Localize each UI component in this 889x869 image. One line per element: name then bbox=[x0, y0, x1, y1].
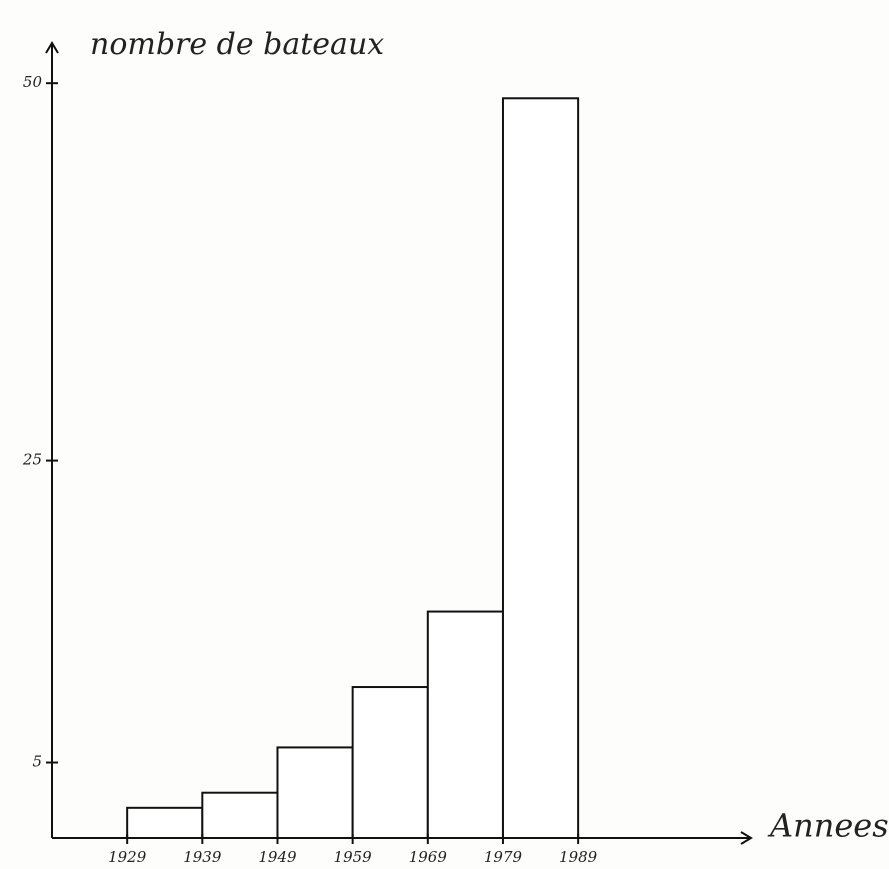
bar bbox=[276, 746, 354, 840]
x-axis-label: Annees bbox=[767, 807, 889, 845]
x-tick-label: 1979 bbox=[484, 848, 523, 866]
x-tick-label: 1949 bbox=[258, 848, 297, 866]
bar bbox=[501, 97, 580, 840]
y-tick-label: 25 bbox=[22, 451, 42, 469]
x-tick-label: 1959 bbox=[334, 848, 373, 866]
x-tick-label: 1989 bbox=[559, 848, 598, 866]
x-tick-label: 1929 bbox=[108, 848, 147, 866]
y-tick-label: 50 bbox=[23, 73, 43, 91]
bar bbox=[201, 791, 279, 840]
x-tick-label: 1939 bbox=[183, 848, 222, 866]
y-tick-label: 5 bbox=[32, 753, 42, 771]
y-axis-arrow bbox=[45, 41, 59, 54]
bar bbox=[426, 610, 504, 839]
x-axis-arrow bbox=[740, 831, 753, 845]
bar bbox=[126, 806, 204, 839]
y-axis-label: nombre de bateaux bbox=[90, 27, 384, 62]
x-tick-label: 1969 bbox=[409, 848, 448, 866]
bar bbox=[351, 686, 429, 839]
